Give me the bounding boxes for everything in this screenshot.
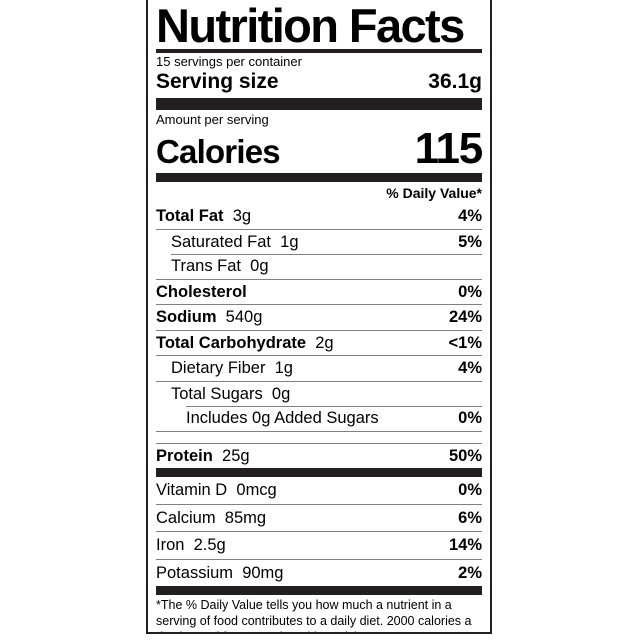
nutrient-row: Includes 0g Added Sugars 0% — [156, 406, 482, 431]
nutrient-name: Protein 25g — [156, 446, 250, 465]
nutrient-row: Total Sugars 0g — [156, 380, 482, 407]
vitamin-row: Vitamin D 0mcg 0% — [156, 477, 482, 504]
nutrient-amount: 3g — [223, 207, 252, 226]
rule-above-calories — [156, 98, 482, 111]
nutrient-daily-value: 4% — [458, 359, 482, 378]
nutrition-facts-label: Nutrition Facts 15 servings per containe… — [146, 0, 492, 634]
nutrient-row: Total Fat 3g 4% — [156, 204, 482, 229]
vitamin-daily-value: 2% — [458, 563, 482, 582]
nutrient-spacer-row — [156, 430, 482, 443]
rule-under-protein — [156, 468, 482, 478]
nutrient-name: Trans Fat 0g — [171, 257, 269, 276]
serving-size-label: Serving size — [156, 69, 279, 93]
daily-value-footnote: *The % Daily Value tells you how much a … — [156, 598, 472, 632]
nutrient-name: Cholesterol — [156, 282, 247, 301]
nutrient-name: Saturated Fat 1g — [171, 232, 299, 251]
servings-per-container: 15 servings per container — [156, 54, 302, 69]
vitamin-daily-value: 14% — [448, 536, 482, 555]
serving-size-row: Serving size 36.1g — [156, 70, 482, 98]
calories-label: Calories — [156, 133, 281, 171]
vitamin-name: Vitamin D 0mcg — [156, 481, 277, 500]
nutrient-amount: 540g — [216, 308, 263, 327]
nutrient-amount: 1g — [270, 232, 299, 251]
nutrient-name: Sodium 540g — [156, 308, 263, 327]
calories-row: Calories 115 — [156, 124, 484, 174]
nutrient-name: Total Sugars 0g — [171, 384, 291, 403]
amount-per-serving-label: Amount per serving — [156, 112, 269, 128]
vitamin-daily-value: 6% — [458, 508, 482, 527]
label-title: Nutrition Facts — [156, 0, 465, 52]
rule-under-title — [156, 49, 482, 53]
vitamin-row: Calcium 85mg 6% — [156, 503, 482, 532]
vitamin-row: Iron 2.5g 14% — [156, 531, 482, 559]
calories-value: 115 — [414, 124, 484, 174]
nutrient-amount: 2g — [306, 333, 334, 352]
vitamin-daily-value: 0% — [458, 481, 482, 500]
nutrient-daily-value: 5% — [458, 232, 482, 251]
vitamin-name: Potassium 90mg — [156, 563, 284, 582]
nutrient-name: Dietary Fiber 1g — [171, 359, 293, 378]
nutrient-daily-value: 0% — [458, 409, 482, 428]
nutrient-daily-value: <1% — [448, 333, 482, 352]
nutrient-row: Dietary Fiber 1g 4% — [156, 355, 482, 381]
nutrient-daily-value: 4% — [458, 207, 482, 226]
nutrient-name: Total Fat 3g — [156, 207, 252, 226]
vitamin-row-group: Vitamin D 0mcg 0% Calcium 85mg 6% Iron 2.5g 1… — [156, 477, 482, 586]
serving-size-value: 36.1g — [428, 69, 482, 93]
vitamin-name: Iron 2.5g — [156, 536, 226, 555]
nutrient-amount: 1g — [265, 359, 293, 378]
nutrient-daily-value: 0% — [458, 282, 482, 301]
nutrient-row: Cholesterol 0% — [156, 278, 482, 305]
nutrient-row: Sodium 540g 24% — [156, 304, 482, 330]
rule-under-calories — [156, 173, 482, 183]
nutrient-row: Saturated Fat 1g 5% — [156, 228, 482, 255]
nutrient-name: Total Carbohydrate 2g — [156, 333, 334, 352]
nutrient-amount: 0g — [241, 257, 269, 276]
nutrient-amount: 0g — [262, 384, 291, 403]
vitamin-name: Calcium 85mg — [156, 508, 267, 527]
nutrient-row: Protein 25g 50% — [156, 442, 482, 469]
vitamin-row: Potassium 90mg 2% — [156, 558, 482, 587]
nutrient-row: Trans Fat 0g — [156, 254, 482, 279]
daily-value-header: % Daily Value* — [386, 185, 482, 202]
rule-above-footnote — [156, 586, 482, 596]
nutrient-name: Includes 0g Added Sugars — [186, 409, 379, 428]
nutrient-daily-value: 50% — [448, 446, 482, 465]
nutrient-daily-value: 24% — [448, 308, 482, 327]
nutrient-amount: 25g — [212, 446, 250, 465]
nutrient-row: Total Carbohydrate 2g <1% — [156, 329, 482, 356]
nutrient-row-group: Total Fat 3g 4% Saturated Fat 1g 5% Trans Fa… — [156, 204, 482, 468]
